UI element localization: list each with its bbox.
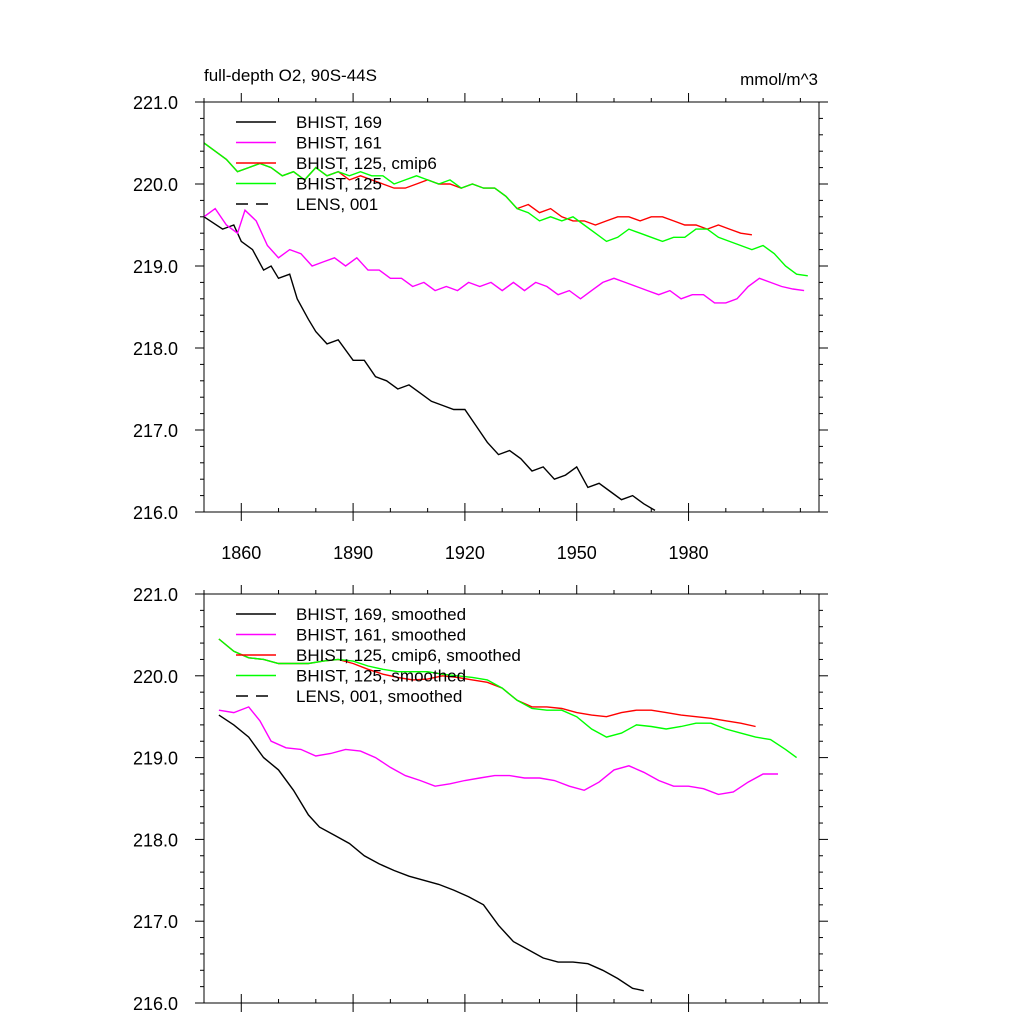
series-line-0 <box>204 216 656 512</box>
y-tick-label: 221.0 <box>133 93 178 113</box>
legend-label-2: BHIST, 125, cmip6 <box>296 154 437 173</box>
legend: BHIST, 169, smoothed BHIST, 161, smoothed… <box>236 605 521 706</box>
y-tick-label: 220.0 <box>133 667 178 687</box>
y-tick-label: 220.0 <box>133 175 178 195</box>
legend-label-0: BHIST, 169 <box>296 113 382 132</box>
plot-frame <box>203 593 820 1004</box>
x-tick-label: 1980 <box>669 543 709 563</box>
plot-frame <box>203 101 820 513</box>
x-tick-label: 1890 <box>333 543 373 563</box>
legend-label-0: BHIST, 169, smoothed <box>296 605 466 624</box>
series-line-1 <box>218 706 778 796</box>
x-tick-label: 1860 <box>221 543 261 563</box>
series-line-1 <box>204 207 805 304</box>
x-tick-label: 1920 <box>445 543 485 563</box>
series-line-0 <box>218 714 644 992</box>
series-lines <box>218 638 798 992</box>
y-tick-label: 221.0 <box>133 585 178 605</box>
legend-label-3: BHIST, 125 <box>296 175 382 194</box>
chart-title: full-depth O2, 90S-44S <box>204 66 377 85</box>
chart-units-label: mmol/m^3 <box>740 70 818 89</box>
y-tick-label: 219.0 <box>133 749 178 769</box>
legend-label-4: LENS, 001, smoothed <box>296 687 462 706</box>
bottom-panel: 216.0 217.0 218.0 219.0 220.0 221.0 BHIST, 169… <box>133 585 828 1014</box>
y-tick-label: 217.0 <box>133 912 178 932</box>
legend-label-1: BHIST, 161 <box>296 134 382 153</box>
legend-label-4: LENS, 001 <box>296 195 378 214</box>
legend-label-2: BHIST, 125, cmip6, smoothed <box>296 646 521 665</box>
legend-label-3: BHIST, 125, smoothed <box>296 667 466 686</box>
y-tick-label: 219.0 <box>133 257 178 277</box>
y-tick-label: 216.0 <box>133 503 178 523</box>
y-tick-label: 217.0 <box>133 421 178 441</box>
legend-label-1: BHIST, 161, smoothed <box>296 626 466 645</box>
y-tick-label: 216.0 <box>133 994 178 1014</box>
series-lines <box>204 142 808 512</box>
series-line-3 <box>204 142 808 277</box>
series-line-3 <box>218 638 798 759</box>
y-tick-label: 218.0 <box>133 830 178 850</box>
y-tick-label: 218.0 <box>133 339 178 359</box>
x-tick-label: 1950 <box>557 543 597 563</box>
top-panel: 216.0 217.0 218.0 219.0 220.0 221.0 1860 1890 19… <box>133 93 828 563</box>
